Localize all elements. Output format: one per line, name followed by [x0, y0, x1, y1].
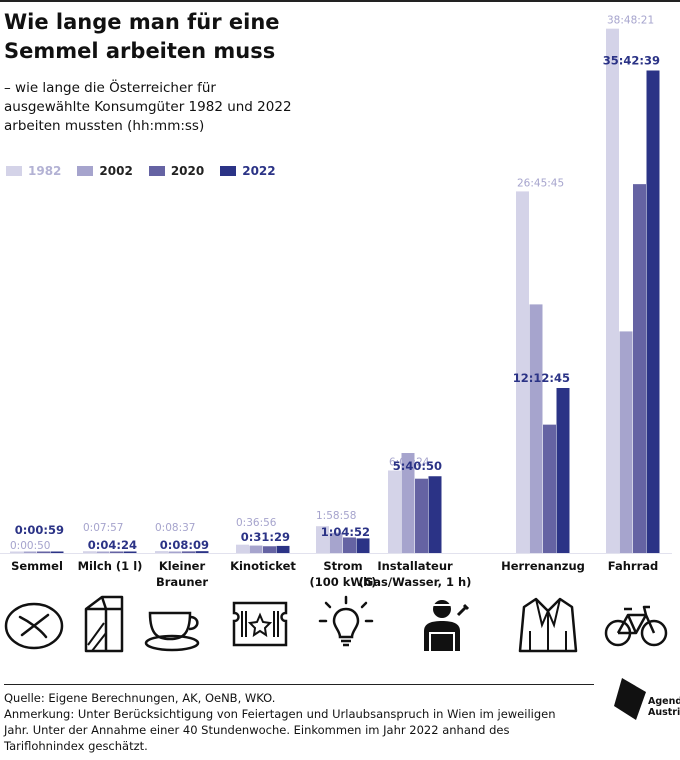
bar-2020-4 — [263, 546, 276, 553]
bar-1982-7 — [516, 191, 529, 553]
legend-swatch-1982 — [6, 166, 22, 176]
bar-2002-7 — [529, 304, 543, 553]
bar-2020-3 — [182, 551, 195, 553]
bar-1982-5 — [316, 526, 329, 553]
coffee-cup-icon — [144, 611, 200, 652]
bar-2022-1 — [50, 551, 64, 553]
label-2022-2: 0:04:24 — [88, 538, 137, 552]
legend-item-2020: 2020 — [148, 164, 205, 178]
legend-label-1982: 1982 — [28, 164, 62, 178]
lightbulb-icon — [318, 595, 374, 647]
label-2022-3: 0:08:09 — [160, 538, 209, 552]
logo-text-austria: Austria — [648, 707, 680, 718]
bar-2002-2 — [96, 551, 110, 553]
legend: 1982 2002 2020 2022 — [6, 164, 276, 178]
chart-subtitle: – wie lange die Österreicher für ausgewä… — [4, 80, 292, 134]
methodology-note: Anmerkung: Unter Berücksichtigung von Fe… — [4, 707, 556, 753]
top-rule — [0, 0, 680, 2]
bar-2022-7 — [556, 387, 570, 553]
category-label-3-line-2: Brauner — [156, 575, 208, 589]
bar-2020-8 — [633, 184, 646, 554]
bar-chart: 0:00:50 0:00:59 Semmel 0:07:57 0:04:24 Milch … — [0, 15, 672, 589]
footer: Quelle: Eigene Berechnungen, AK, OeNB, W… — [4, 690, 584, 754]
bar-1982-4 — [236, 544, 249, 553]
bar-2022-3 — [195, 551, 209, 553]
plumber-icon — [424, 600, 470, 651]
label-2022-1: 0:00:59 — [15, 523, 64, 537]
bar-2002-6 — [401, 453, 415, 553]
legend-item-1982: 1982 — [6, 164, 61, 178]
category-label-8-line-1: Fahrrad — [608, 559, 658, 573]
bicycle-icon — [604, 605, 668, 647]
category-label-1-line-1: Semmel — [11, 559, 63, 573]
legend-swatch-2022 — [220, 166, 237, 176]
legend-item-2022: 2022 — [220, 164, 276, 178]
label-1982-6: 6:06:24 — [389, 456, 430, 468]
bar-2020-5 — [343, 537, 356, 553]
category-label-5-line-2: (100 kWh) — [309, 575, 376, 589]
bar-1982-6 — [388, 470, 401, 553]
bar-2020-2 — [110, 551, 123, 553]
bar-1982-1 — [10, 551, 23, 553]
label-1982-5: 1:58:58 — [316, 510, 356, 522]
category-label-3-line-1: Kleiner — [159, 559, 206, 573]
legend-swatch-2020 — [148, 166, 165, 176]
label-1982-7: 26:45:45 — [517, 177, 564, 189]
label-2022-7: 12:12:45 — [513, 371, 570, 385]
bar-2002-4 — [249, 545, 263, 553]
legend-label-2020: 2020 — [170, 164, 205, 178]
category-label-6-line-2: (Gas/Wasser, 1 h) — [359, 575, 472, 589]
bar-2002-3 — [168, 551, 182, 553]
label-2022-8: 35:42:39 — [603, 53, 660, 67]
bar-2022-8 — [646, 70, 660, 553]
bar-2020-6 — [415, 478, 428, 553]
legend-swatch-2002 — [77, 166, 94, 176]
bar-1982-3 — [155, 551, 168, 553]
category-label-2-line-1: Milch (1 l) — [78, 559, 143, 573]
cinema-ticket-icon — [232, 601, 288, 647]
legend-label-2002: 2002 — [99, 164, 133, 178]
logo-text-agenda: Agenda — [648, 696, 680, 707]
bar-2022-4 — [276, 545, 290, 553]
bread-icon — [4, 602, 64, 650]
milk-carton-icon — [84, 595, 124, 653]
chart-title: Wie lange man für eine Semmel arbeiten m… — [4, 10, 280, 63]
bar-2022-5 — [356, 538, 370, 553]
category-label-5-line-1: Strom — [323, 559, 362, 573]
label-1982-2: 0:07:57 — [83, 522, 123, 534]
category-label-4-line-1: Kinoticket — [230, 559, 296, 573]
agenda-austria-logo — [614, 678, 646, 720]
label-1982-8: 38:48:21 — [607, 15, 654, 27]
bar-1982-2 — [83, 551, 96, 553]
bar-2002-1 — [23, 551, 37, 553]
bar-2020-1 — [37, 551, 50, 553]
label-1982-3: 0:08:37 — [155, 522, 195, 534]
legend-label-2022: 2022 — [242, 164, 276, 178]
category-label-6-line-1: Installateur — [377, 559, 453, 573]
bar-1982-8 — [606, 28, 619, 553]
label-2022-5: 1:04:52 — [321, 525, 370, 539]
label-2022-6: 5:40:50 — [393, 459, 442, 473]
footer-rule — [4, 684, 594, 685]
source-note: Quelle: Eigene Berechnungen, AK, OeNB, W… — [4, 691, 276, 705]
bar-2002-5 — [329, 532, 343, 553]
legend-item-2002: 2002 — [77, 164, 133, 178]
bar-2020-7 — [543, 424, 556, 553]
label-1982-4: 0:36:56 — [236, 517, 277, 529]
category-label-7-line-1: Herrenanzug — [501, 559, 585, 573]
label-2022-4: 0:31:29 — [241, 530, 290, 544]
bar-2002-8 — [619, 331, 633, 553]
suit-icon — [518, 597, 578, 653]
label-1982-1: 0:00:50 — [10, 540, 50, 552]
bar-2022-6 — [428, 476, 442, 553]
bar-2022-2 — [123, 551, 137, 553]
